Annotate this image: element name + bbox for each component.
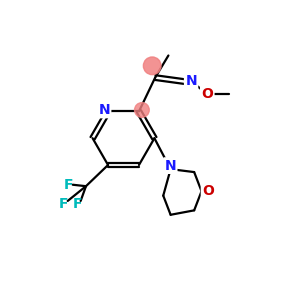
Circle shape bbox=[134, 103, 149, 117]
Text: N: N bbox=[185, 74, 197, 88]
Text: F: F bbox=[64, 178, 74, 192]
Text: O: O bbox=[201, 87, 213, 101]
Text: F: F bbox=[73, 197, 82, 212]
Text: O: O bbox=[202, 184, 214, 198]
Text: N: N bbox=[98, 103, 110, 117]
Text: N: N bbox=[164, 159, 176, 172]
Circle shape bbox=[143, 57, 161, 75]
Text: F: F bbox=[59, 197, 69, 212]
